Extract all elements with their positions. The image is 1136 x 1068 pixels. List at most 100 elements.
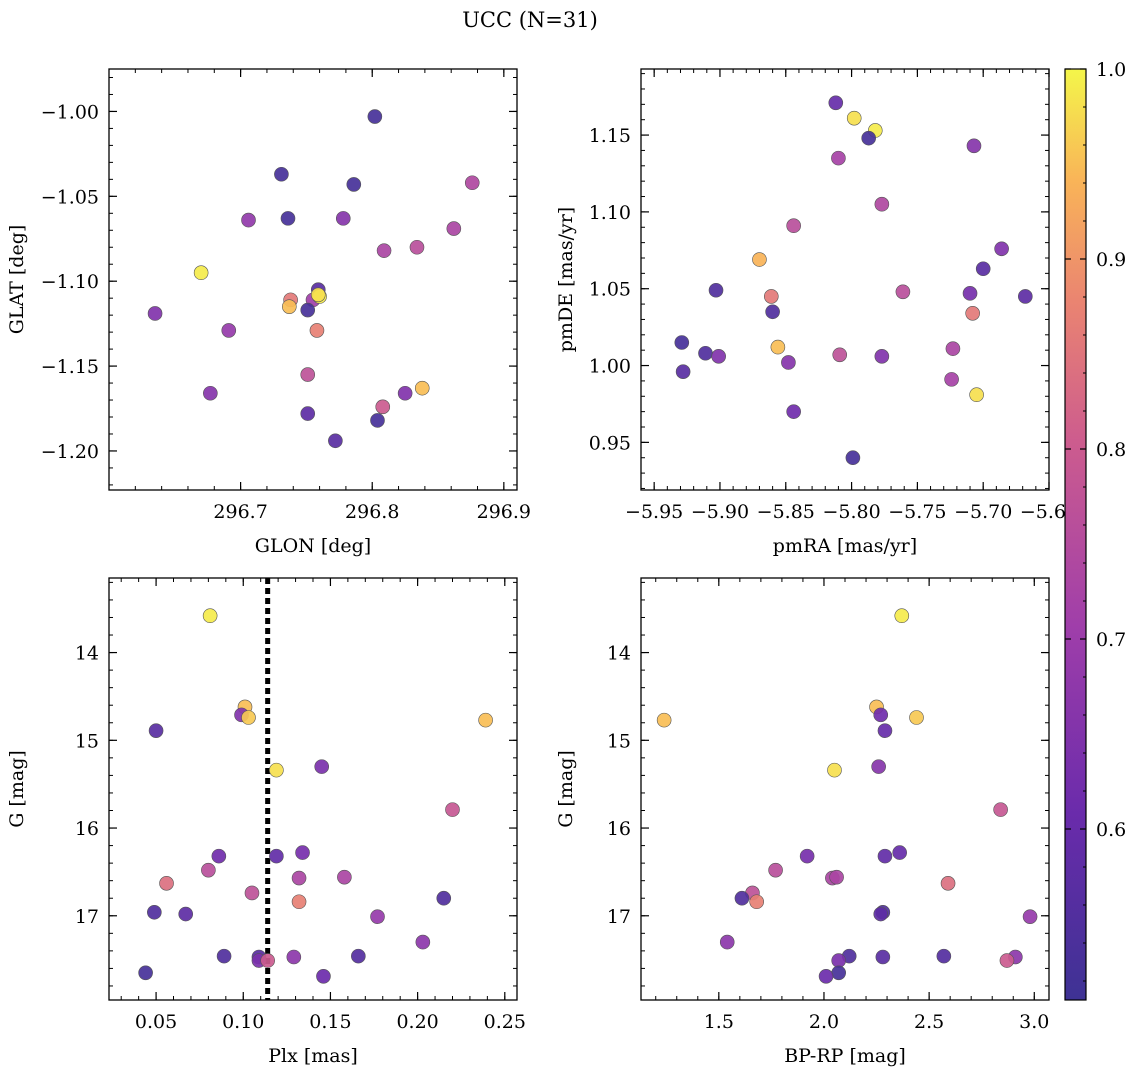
x-tick-label: 296.9 [477, 501, 531, 523]
colorbar-tick-label: 0.9 [1096, 249, 1126, 271]
scatter-point [269, 848, 284, 864]
scatter-point [781, 355, 796, 370]
axes-frame [108, 577, 518, 1001]
x-tick-label: −5.75 [888, 501, 946, 523]
scatter-point [370, 909, 385, 924]
colorbar-tick-label: 0.7 [1096, 629, 1126, 651]
panels: 296.7 296.8 296.9 −1.20 −1.15 −1.10 −1.05 −1.00… [6, 68, 1078, 1067]
colorbar-ticks: 0.6 0.7 0.8 0.9 1.0 [1065, 59, 1126, 982]
scatter-point [749, 894, 764, 910]
x-tick-label: 0.15 [309, 1011, 351, 1033]
scatter-point [786, 218, 801, 234]
scatter-point [351, 948, 366, 964]
scatter-point [892, 845, 907, 860]
y-tick-label: 17 [607, 906, 631, 928]
y-axis-label: GLAT [deg] [6, 225, 28, 335]
y-tick-label: 15 [75, 730, 99, 752]
x-tick-label: −5.95 [625, 501, 683, 523]
y-tick-label: −1.20 [41, 441, 99, 463]
y-tick-label: 1.00 [589, 356, 631, 378]
y-tick-label: 0.95 [589, 432, 631, 454]
scatter-point [159, 876, 174, 891]
figure-title: UCC (N=31) [462, 8, 598, 32]
x-tick-label: 3.0 [1019, 1011, 1049, 1033]
colorbar-gradient [1064, 68, 1087, 1001]
scatter-point [871, 759, 886, 774]
scatter-point [909, 710, 924, 725]
scatter-point [147, 306, 163, 321]
x-tick-label: 0.10 [222, 1011, 264, 1033]
scatter-point [734, 890, 750, 906]
scatter-points [656, 608, 1038, 984]
y-tick-label: 14 [607, 643, 631, 665]
scatter-point [846, 110, 862, 126]
scatter-points [138, 608, 493, 984]
x-tick-label: −5.70 [954, 501, 1012, 523]
scatter-point [940, 876, 956, 891]
scatter-points [147, 109, 480, 449]
scatter-point [280, 211, 296, 226]
scatter-point [409, 239, 425, 255]
colorbar-tick-label: 0.6 [1096, 819, 1126, 841]
x-axis-label: Plx [mas] [268, 1045, 358, 1067]
scatter-point [831, 953, 846, 968]
minor-ticks [109, 578, 517, 1000]
scatter-point [201, 862, 216, 878]
scatter-point [765, 304, 780, 320]
scatter-point [316, 969, 331, 984]
scatter-point [178, 906, 194, 922]
scatter-point [375, 399, 391, 415]
scatter-point [295, 845, 310, 860]
scatter-point [314, 759, 330, 774]
scatter-point [832, 347, 848, 363]
scatter-point [328, 433, 343, 449]
y-tick-label: −1.05 [41, 186, 99, 208]
scatter-point [193, 265, 209, 281]
scatter-point [719, 934, 735, 950]
x-tick-label: 2.0 [809, 1011, 839, 1033]
scatter-point [274, 166, 289, 182]
scatter-point [478, 712, 493, 728]
scatter-point [445, 802, 460, 817]
scatter-point [335, 211, 351, 226]
scatter-point [286, 949, 302, 965]
scatter-point [936, 948, 952, 964]
scatter-point [397, 385, 413, 401]
scatter-point [300, 302, 316, 318]
scatter-point [828, 95, 844, 111]
panel-1: 296.7 296.8 296.9 −1.20 −1.15 −1.10 −1.05 −1.00… [6, 68, 531, 557]
scatter-point [827, 762, 842, 778]
y-tick-label: −1.10 [41, 271, 99, 293]
scatter-point [310, 287, 326, 303]
y-axis-label: G [mag] [6, 750, 28, 828]
scatter-point [965, 306, 980, 321]
x-tick-label: 0.25 [484, 1011, 526, 1033]
scatter-point [376, 243, 392, 258]
x-tick-label: −5.65 [1020, 501, 1078, 523]
scatter-point [346, 177, 362, 192]
scatter-point [300, 367, 316, 382]
x-tick-label: −5.90 [691, 501, 749, 523]
scatter-point [370, 413, 385, 428]
x-tick-label: 1.5 [704, 1011, 734, 1033]
scatter-point [203, 385, 218, 401]
scatter-point [818, 969, 834, 984]
scatter-point [415, 934, 431, 950]
scatter-point [674, 335, 690, 350]
x-tick-label: 2.5 [914, 1011, 944, 1033]
scatter-point [337, 869, 352, 885]
scatter-point [770, 339, 786, 355]
scatter-point [464, 175, 480, 191]
y-tick-label: 1.15 [589, 125, 631, 147]
scatter-points [674, 95, 1033, 466]
colorbar: 0.6 0.7 0.8 0.9 1.0 [1064, 59, 1126, 1001]
scatter-point [768, 862, 783, 878]
y-tick-label: 15 [607, 730, 631, 752]
scatter-point [1022, 909, 1038, 924]
scatter-point [436, 890, 452, 906]
scatter-point [894, 608, 910, 624]
scatter-point [786, 404, 801, 419]
scatter-point [829, 869, 844, 885]
y-axis-label: pmDE [mas/yr] [555, 207, 577, 352]
